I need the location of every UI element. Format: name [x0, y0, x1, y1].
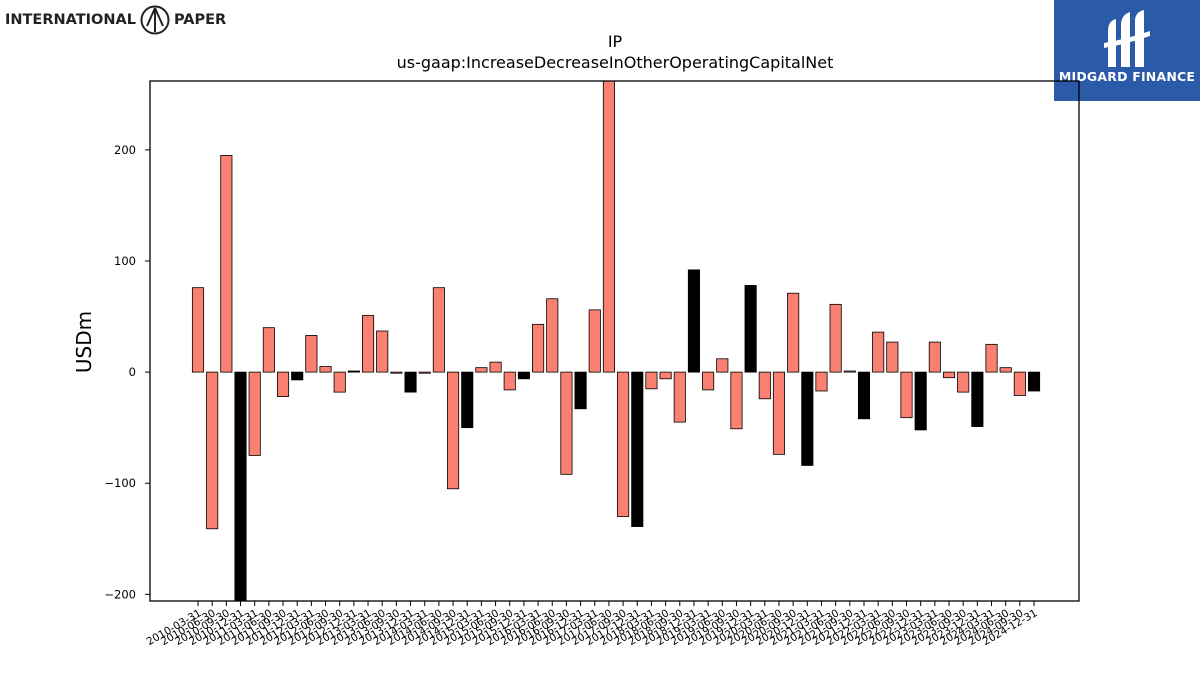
bar-2023-06-30 [942, 371, 956, 379]
bar-2011-03-31 [248, 371, 261, 456]
bar-2013-09-30 [390, 371, 403, 374]
bar-2018-06-30 [659, 371, 672, 380]
bar-2023-09-30 [957, 371, 970, 393]
bar-2012-09-30 [333, 371, 346, 393]
bar-2013-03-31 [361, 315, 375, 373]
midgard-finance-text: MIDGARD FINANCE [1058, 69, 1196, 84]
bar-2020-06-30 [772, 371, 786, 455]
bar-2017-09-30 [617, 371, 630, 517]
bar-2014-06-30 [432, 287, 445, 373]
bar-2021-12-31 [857, 371, 871, 420]
bar-2015-03-31 [475, 367, 488, 373]
bar-2019-06-30 [716, 358, 729, 373]
bar-2012-12-31 [347, 370, 360, 373]
bar-2010-09-30 [220, 155, 233, 373]
y-axis-label: USDm [72, 311, 96, 373]
bar-2022-06-30 [886, 341, 899, 373]
bar-2024-03-31 [985, 343, 998, 373]
bar-2020-12-31 [801, 371, 814, 466]
plot-frame [149, 80, 1080, 602]
bar-2017-06-30 [602, 81, 615, 373]
chart-subtitle: us-gaap:IncreaseDecreaseInOtherOperating… [397, 53, 834, 72]
bar-2019-12-31 [744, 285, 757, 373]
y-tick-label: −100 [104, 476, 136, 490]
y-tick-label: 0 [129, 365, 136, 379]
bar-2020-03-31 [758, 371, 771, 400]
bar-2011-06-30 [262, 327, 275, 373]
bar-2019-03-31 [702, 371, 715, 391]
chart-title: IP [608, 32, 623, 51]
bar-2013-06-30 [376, 330, 389, 373]
x-axis: 2010-03-312010-06-302010-09-302010-12-31… [145, 601, 1040, 648]
bar-2014-09-30 [447, 371, 460, 490]
bar-2022-09-30 [900, 371, 913, 419]
bar-2016-12-31 [574, 371, 587, 410]
bar-2013-12-31 [404, 371, 417, 393]
logo-text-paper: PAPER [173, 12, 227, 28]
tree-icon [140, 5, 170, 35]
bar-2017-03-31 [588, 309, 601, 373]
y-axis: −200 −100 0 100 200 [104, 143, 150, 601]
bar-2021-09-30 [843, 370, 856, 373]
bar-2024-06-30 [999, 367, 1012, 373]
international-paper-logo: INTERNATIONAL PAPER [5, 5, 226, 35]
bar-2023-03-31 [928, 341, 941, 373]
bar-2010-03-31 [191, 287, 205, 373]
bar-2014-03-31 [418, 371, 431, 374]
logo-text-international: INTERNATIONAL [5, 12, 136, 28]
midgard-emblem-icon [1104, 10, 1150, 67]
bar-2012-06-30 [319, 366, 332, 373]
bar-2019-09-30 [730, 371, 743, 430]
bar-2021-06-30 [829, 303, 842, 373]
bar-2011-12-31 [291, 371, 304, 381]
bar-2010-06-30 [206, 371, 219, 530]
bar-2021-03-31 [815, 371, 828, 392]
y-tick-label: 100 [114, 254, 136, 268]
bar-2018-09-30 [673, 371, 686, 423]
bar-2012-03-31 [305, 335, 318, 373]
bar-2020-09-30 [787, 292, 800, 373]
bar-2024-09-30 [1013, 371, 1026, 396]
bar-2022-03-31 [872, 331, 885, 373]
bar-2015-12-31 [517, 371, 530, 380]
bar-2015-06-30 [489, 361, 502, 373]
bar-2024-12-31 [1027, 371, 1041, 392]
bar-2016-03-31 [532, 323, 545, 373]
bar-2023-12-31 [971, 371, 984, 427]
bar-2022-12-31 [914, 371, 927, 431]
bar-2016-06-30 [546, 298, 559, 373]
bars-group [191, 81, 1041, 601]
bar-2011-09-30 [276, 371, 290, 397]
bar-2017-12-31 [631, 371, 644, 527]
y-tick-label: 200 [114, 143, 136, 157]
midgard-finance-logo: MIDGARD FINANCE [1054, 0, 1200, 101]
y-tick-label: −200 [104, 587, 136, 601]
bar-2014-12-31 [461, 371, 474, 429]
bar-2018-03-31 [645, 371, 658, 390]
bar-2018-12-31 [687, 269, 700, 373]
bar-2010-12-31 [234, 371, 247, 601]
bar-2016-09-30 [560, 371, 573, 475]
bar-2015-09-30 [503, 371, 516, 391]
